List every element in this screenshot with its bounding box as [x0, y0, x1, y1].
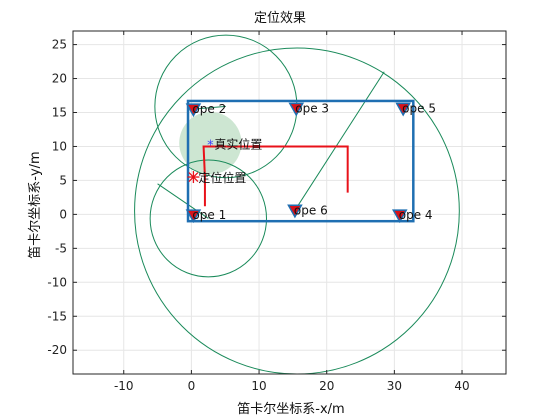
anchor-marker: [185, 103, 202, 118]
anchor-label: ope 2: [192, 102, 226, 116]
anchor-marker: [287, 204, 303, 219]
plot-area: [73, 31, 506, 374]
radius-line: [294, 71, 385, 211]
y-tick-label: 20: [52, 72, 67, 86]
y-axis-label: 笛卡尔坐标系-y/m: [27, 151, 43, 258]
radius-line: [157, 183, 209, 219]
y-tick-label: 0: [59, 207, 67, 221]
y-tick-label: 25: [52, 38, 67, 52]
x-tick-label: 10: [251, 379, 266, 393]
range-circle: [149, 159, 267, 278]
y-tick-label: 10: [52, 139, 67, 153]
y-tick-label: 5: [59, 173, 67, 187]
trajectory-path: [202, 145, 349, 207]
y-tick-label: 15: [52, 106, 67, 120]
y-tick-label: -10: [47, 275, 67, 289]
area-frame: [186, 99, 415, 223]
x-tick-label: -10: [114, 379, 134, 393]
anchor-label: ope 3: [295, 101, 329, 115]
estimated-position-marker: [187, 171, 200, 184]
x-tick-label: 30: [387, 379, 402, 393]
ticks: -10 0 10 20 30 40 -20 -15 -10 -5 0 5 10 15 20 25: [47, 31, 506, 393]
chart-title: 定位效果: [254, 11, 306, 26]
estimated-position-label: 定位位置: [198, 170, 246, 185]
y-tick-label: -5: [55, 241, 67, 255]
anchor-label: ope 6: [294, 203, 328, 217]
true-position-marker: *: [207, 138, 214, 153]
anchor-label: ope 1: [192, 208, 226, 222]
x-tick-label: 40: [454, 379, 469, 393]
anchor-marker: [288, 102, 305, 117]
y-tick-label: -20: [47, 343, 67, 357]
anchor-marker: [395, 102, 411, 117]
estimated-marker-stroke: [188, 172, 199, 182]
x-tick-label: 20: [319, 379, 334, 393]
axes-box: [72, 30, 507, 375]
y-tick-label: -15: [47, 309, 67, 323]
anchor-label: ope 4: [399, 208, 433, 222]
range-circle: [134, 47, 460, 374]
x-axis-label: 笛卡尔坐标系-x/m: [237, 401, 344, 417]
x-tick-label: 0: [188, 379, 196, 393]
radius-line: [193, 105, 226, 110]
anchor-label: ope 5: [402, 101, 436, 115]
estimate-region: [179, 111, 242, 175]
anchor-marker: [391, 209, 408, 224]
anchor-marker: [185, 209, 202, 224]
true-position-label: 真实位置: [214, 136, 262, 151]
